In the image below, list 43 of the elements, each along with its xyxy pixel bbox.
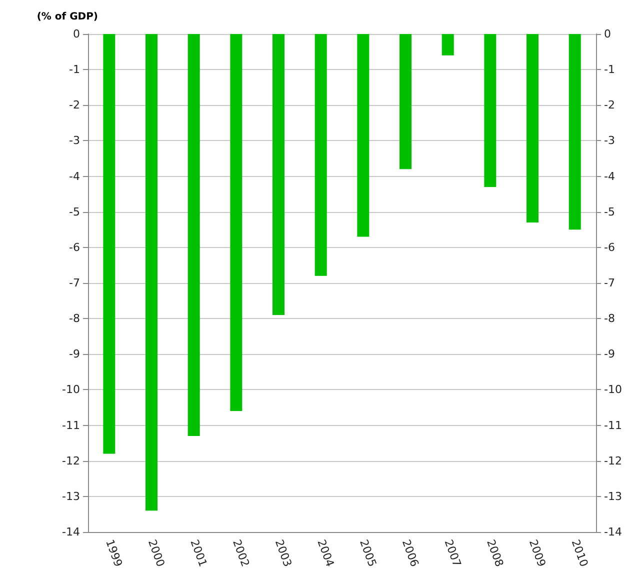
y2-tick-label: 0 (604, 28, 612, 40)
x-tick-label: 2002 (230, 538, 252, 569)
x-tick-label: 2003 (272, 538, 294, 569)
y-tick-label: -4 (69, 170, 80, 183)
x-tick-label: 2005 (357, 538, 379, 569)
y2-tick-label: -11 (604, 418, 622, 432)
x-tick-label: 2010 (568, 538, 591, 569)
y2-tick-label: -5 (604, 205, 616, 218)
y2-tick-label: -6 (604, 240, 616, 254)
y2-tick-label: -2 (604, 98, 615, 112)
y-tick-label: -6 (69, 240, 80, 254)
x-tick-label: 2006 (399, 538, 422, 569)
x-tick-label: 2007 (442, 538, 464, 569)
x-tick-label: 2009 (526, 538, 548, 569)
y2-tick-label: -7 (604, 276, 616, 290)
y-tick-label: -11 (62, 418, 80, 432)
y-tick-label: -1 (69, 63, 80, 76)
y2-tick-label: -12 (604, 454, 622, 468)
y2-tick-label: -8 (604, 312, 616, 326)
y2-tick-label: -1 (604, 63, 615, 76)
y-tick-label: -8 (69, 312, 80, 326)
y-tick-label: -9 (69, 348, 80, 361)
y-tick-label: 0 (73, 28, 80, 40)
x-tick-label: 2004 (314, 538, 337, 569)
y-tick-label: -7 (69, 276, 80, 290)
x-tick-label: 2001 (188, 538, 210, 569)
y2-tick-label: -13 (604, 490, 622, 503)
y2-tick-label: -10 (604, 383, 622, 396)
y-axis-title: (% of GDP) (36, 12, 98, 22)
y2-tick-label: -14 (604, 525, 622, 538)
y-tick-label: -2 (69, 98, 80, 112)
y-tick-label: -5 (69, 205, 80, 218)
x-tick-label: 2000 (145, 538, 168, 569)
y-tick-label: -14 (62, 525, 80, 538)
x-tick-label: 2008 (484, 538, 506, 569)
y-tick-label: -10 (62, 383, 80, 396)
y-tick-label: -13 (62, 490, 80, 503)
x-tick-label: 1999 (103, 538, 125, 569)
y-tick-label: -12 (62, 454, 80, 468)
y-tick-label: -3 (69, 134, 80, 148)
y2-tick-label: -9 (604, 348, 616, 361)
y2-tick-label: -3 (604, 134, 616, 148)
y2-tick-label: -4 (604, 170, 616, 183)
